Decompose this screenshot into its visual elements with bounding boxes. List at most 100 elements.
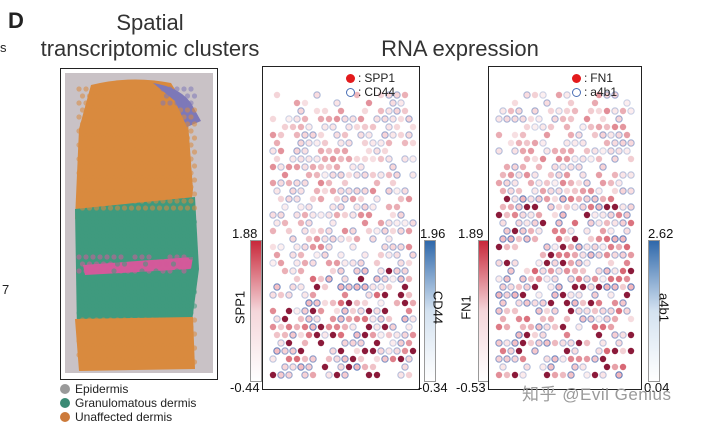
- cluster-spot: [149, 107, 156, 113]
- expression-spot: [527, 275, 535, 283]
- expression-spot: [543, 355, 551, 363]
- cluster-spot-grid: [76, 86, 198, 365]
- cluster-spot: [160, 212, 166, 218]
- cluster-spot: [97, 114, 103, 120]
- cluster-spot: [188, 254, 194, 260]
- filled-dot-icon: [345, 73, 355, 83]
- cluster-spot: [118, 338, 124, 344]
- expression-spot: [519, 227, 527, 235]
- cluster-spot: [181, 324, 187, 330]
- expression-spot: [305, 203, 313, 211]
- cluster-spot: [132, 198, 138, 204]
- expression-spot: [503, 339, 511, 347]
- cluster-spot: [184, 331, 191, 337]
- expression-spot: [385, 139, 393, 147]
- expression-spot: [599, 147, 607, 155]
- expression-spot: [285, 179, 293, 187]
- expression-spot: [527, 179, 535, 187]
- expression-spot: [571, 139, 579, 147]
- cluster-spot: [100, 233, 107, 239]
- expression-spot: [575, 339, 583, 347]
- expression-spot: [321, 251, 329, 259]
- expression-spot: [293, 275, 301, 283]
- expression-spot: [377, 91, 385, 99]
- cluster-spot: [79, 135, 86, 141]
- cluster-spot: [76, 156, 82, 162]
- expression-spot: [405, 115, 413, 123]
- cluster-spot: [76, 254, 82, 260]
- cluster-spot: [83, 212, 89, 218]
- cluster-spot: [142, 135, 149, 141]
- expression-spot: [555, 203, 563, 211]
- expression-spot: [567, 371, 575, 379]
- expression-spot: [535, 259, 543, 267]
- cluster-spot: [128, 331, 135, 337]
- expression-spot: [329, 267, 337, 275]
- expression-spot: [547, 315, 555, 323]
- expression-spot: [385, 187, 393, 195]
- expression-spot: [317, 163, 325, 171]
- cluster-spot: [188, 114, 194, 120]
- cluster-spot: [107, 247, 114, 253]
- expression-spot: [619, 299, 627, 307]
- expression-spot: [301, 371, 309, 379]
- expression-spot: [523, 139, 531, 147]
- expression-spot: [297, 283, 305, 291]
- expression-spot: [269, 179, 277, 187]
- cluster-spot: [139, 240, 145, 246]
- expression-spot: [607, 131, 615, 139]
- expression-spot: [567, 163, 575, 171]
- cluster-spot: [76, 170, 82, 176]
- cluster-spot: [90, 142, 96, 148]
- cluster-spot: [86, 247, 93, 253]
- cluster-spot: [142, 177, 149, 183]
- expression-spot: [325, 179, 333, 187]
- expression-spot: [503, 291, 511, 299]
- expression-spot: [619, 363, 627, 371]
- cluster-spot: [125, 352, 131, 358]
- cluster-spot: [107, 177, 114, 183]
- expression-spot: [523, 91, 531, 99]
- cluster-spot: [132, 226, 138, 232]
- expression-spot: [353, 155, 361, 163]
- expression-spot: [401, 219, 409, 227]
- expression-spot: [389, 211, 397, 219]
- cluster-spot: [191, 219, 198, 225]
- cluster-map-frame: [60, 68, 218, 380]
- cluster-spot: [107, 205, 114, 211]
- cluster-spot: [135, 107, 142, 113]
- cluster-spot: [93, 135, 100, 141]
- cluster-spot: [139, 184, 145, 190]
- cluster-spot: [93, 345, 100, 351]
- expression-spot: [337, 363, 345, 371]
- expression-spot: [587, 299, 595, 307]
- cluster-spot: [111, 114, 117, 120]
- expression-spot: [523, 155, 531, 163]
- expression-spot: [611, 91, 619, 99]
- cluster-spot: [86, 233, 93, 239]
- cluster-spot: [135, 317, 142, 323]
- cluster-spot: [188, 128, 194, 134]
- expression-spot: [495, 371, 503, 379]
- expression-spot: [277, 259, 285, 267]
- expression-spot: [333, 195, 341, 203]
- expression-spot: [579, 187, 587, 195]
- expression-spot: [563, 251, 571, 259]
- expression-spot: [405, 131, 413, 139]
- expression-spot: [503, 179, 511, 187]
- cluster-spot: [121, 191, 128, 197]
- cluster-spot: [184, 219, 191, 225]
- expression-spot: [325, 147, 333, 155]
- cluster-spot: [83, 156, 89, 162]
- expression-spot: [337, 187, 345, 195]
- expression-spot: [543, 371, 551, 379]
- expression-spot: [277, 339, 285, 347]
- cluster-spot: [167, 226, 173, 232]
- cluster-spot: [156, 121, 163, 127]
- expression-spot: [571, 267, 579, 275]
- cluster-spot: [128, 247, 135, 253]
- cluster-spot: [83, 282, 89, 288]
- expression-spot: [547, 251, 555, 259]
- fn1-axis-label: FN1: [458, 295, 474, 320]
- expression-spot: [341, 259, 349, 267]
